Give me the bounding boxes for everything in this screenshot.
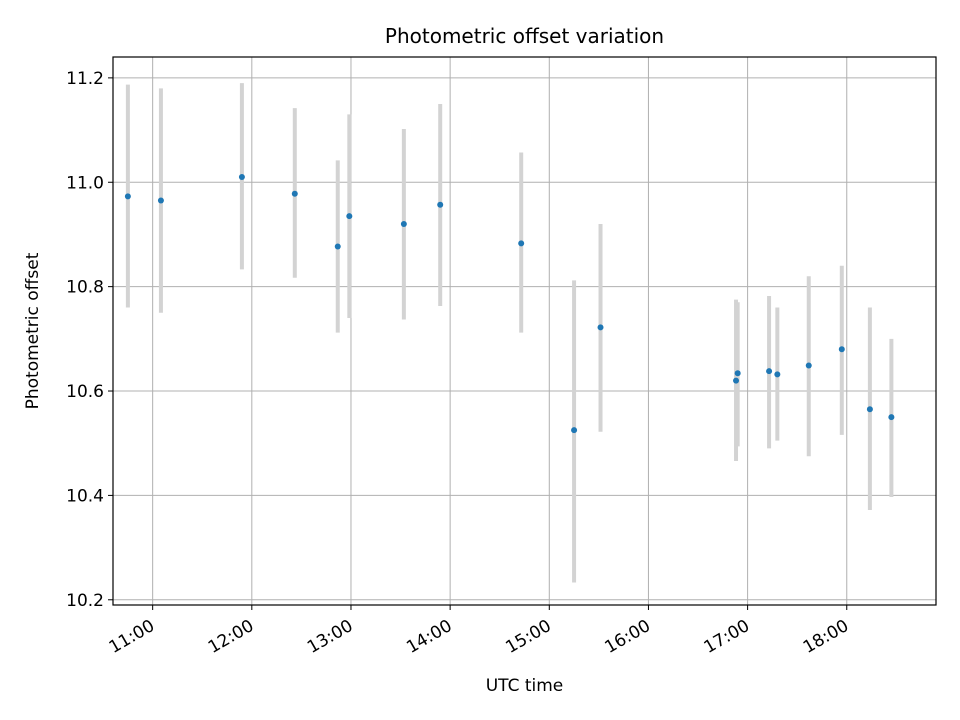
data-point xyxy=(400,221,407,228)
y-tick-label: 10.6 xyxy=(66,382,104,402)
plot-frame xyxy=(112,56,937,606)
data-point xyxy=(291,190,298,197)
data-point xyxy=(571,427,578,434)
grid xyxy=(113,57,936,605)
data-point xyxy=(238,174,245,181)
y-tick-label: 10.4 xyxy=(66,486,104,506)
data-point xyxy=(157,197,164,204)
data-point xyxy=(838,346,845,353)
x-axis-label: UTC time xyxy=(486,676,564,696)
data-point xyxy=(597,324,604,331)
data-point xyxy=(866,406,873,413)
data-point xyxy=(334,243,341,250)
chart-title: Photometric offset variation xyxy=(385,24,664,48)
data-point xyxy=(124,193,131,200)
y-tick-label: 11.0 xyxy=(66,173,104,193)
y-tick-label: 11.2 xyxy=(66,69,104,89)
data-point xyxy=(774,371,781,378)
data-point xyxy=(346,213,353,220)
data-point xyxy=(766,368,773,375)
data-points xyxy=(124,174,895,434)
data-point xyxy=(437,201,444,208)
data-point xyxy=(518,240,525,247)
data-point xyxy=(734,370,741,377)
data-point xyxy=(733,377,740,384)
y-tick-label: 10.8 xyxy=(66,278,104,298)
data-point xyxy=(888,414,895,421)
data-point xyxy=(805,362,812,369)
y-axis-ticks: 10.2 10.4 10.6 10.8 11.0 11.2 xyxy=(66,69,113,611)
y-axis-label: Photometric offset xyxy=(23,252,43,409)
y-tick-label: 10.2 xyxy=(66,591,104,611)
